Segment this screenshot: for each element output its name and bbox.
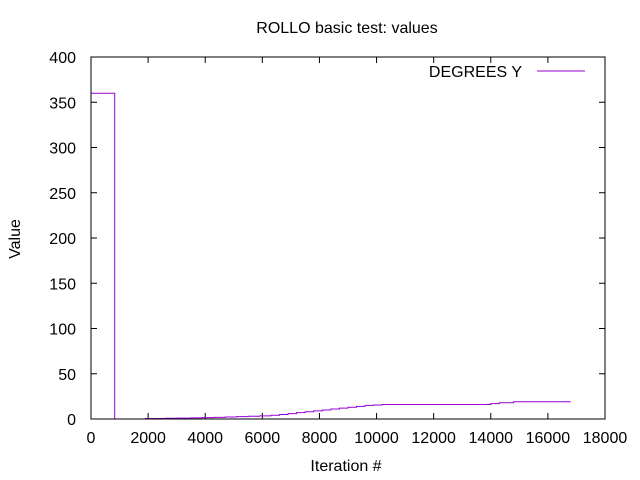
x-tick-label: 14000 <box>469 430 514 447</box>
plot-frame <box>90 56 606 420</box>
y-tick-label: 250 <box>49 186 76 203</box>
x-tick-label: 4000 <box>187 430 223 447</box>
x-tick-label: 18000 <box>583 430 628 447</box>
y-tick-label: 50 <box>58 367 76 384</box>
x-tick-label: 16000 <box>526 430 571 447</box>
legend-label: DEGREES Y <box>429 64 522 81</box>
x-tick-label: 8000 <box>302 430 338 447</box>
y-tick-label: 400 <box>49 50 76 67</box>
y-tick-label: 150 <box>49 276 76 293</box>
y-tick-label: 100 <box>49 322 76 339</box>
y-axis-title: Value <box>7 219 24 259</box>
y-tick-label: 0 <box>67 412 76 429</box>
axis-ticks: 0 2000 4000 6000 8000 10000 12000 14000 16000 180… <box>49 50 627 447</box>
x-tick-label: 0 <box>87 430 96 447</box>
y-tick-label: 200 <box>49 231 76 248</box>
x-tick-label: 6000 <box>245 430 281 447</box>
y-tick-label: 300 <box>49 141 76 158</box>
series-line <box>90 92 571 420</box>
series-lines <box>90 92 571 420</box>
x-axis-title: Iteration # <box>310 458 381 475</box>
x-tick-label: 10000 <box>354 430 399 447</box>
legend: DEGREES Y <box>429 64 585 81</box>
x-tick-label: 2000 <box>130 430 166 447</box>
chart-title: ROLLO basic test: values <box>256 20 437 37</box>
x-tick-label: 12000 <box>411 430 456 447</box>
y-tick-label: 350 <box>49 95 76 112</box>
